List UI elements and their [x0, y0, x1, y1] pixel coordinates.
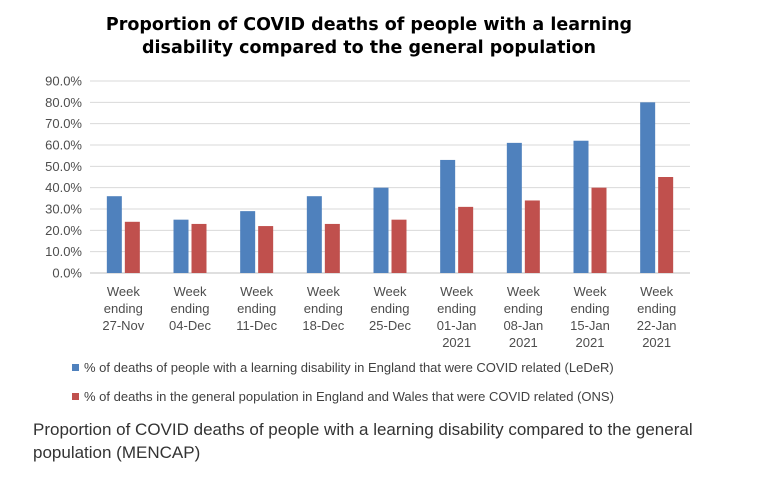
y-tick-label: 70.0% [45, 116, 82, 131]
bar-ons [658, 177, 674, 273]
bar-ledr [440, 159, 456, 273]
x-category-label-line: Week [440, 284, 473, 299]
bar-ons [191, 223, 207, 273]
x-category-label-line: 22-Jan [637, 318, 677, 333]
x-category-label-line: ending [637, 301, 676, 316]
x-category-label-line: 18-Dec [302, 318, 344, 333]
x-category-label-line: Week [240, 284, 273, 299]
x-category-label-line: Week [507, 284, 540, 299]
bar-ons [258, 226, 274, 273]
x-category-label-line: 04-Dec [169, 318, 211, 333]
bar-ons [458, 206, 474, 273]
legend-label: % of deaths of people with a learning di… [84, 360, 614, 375]
y-tick-label: 0.0% [52, 266, 82, 281]
x-category-label-line: Week [174, 284, 207, 299]
bar-ledr [373, 187, 389, 273]
x-category-label-line: Week [307, 284, 340, 299]
x-category-label-line: 01-Jan [437, 318, 477, 333]
x-category-label-line: 15-Jan [570, 318, 610, 333]
y-tick-label: 50.0% [45, 159, 82, 174]
bar-ons [591, 187, 607, 273]
x-category-label-line: 2021 [442, 335, 471, 350]
legend-entry-ons: % of deaths in the general population in… [72, 389, 732, 404]
y-axis-ticks: 0.0% 10.0% 20.0% 30.0% 40.0% 50.0% 60.0% 70.0% 8… [45, 74, 82, 281]
x-category-label-line: 25-Dec [369, 318, 411, 333]
x-category-label: Week ending 27-Nov [102, 284, 144, 333]
x-category-label-line: Week [574, 284, 607, 299]
x-category-label: Week ending 11-Dec [236, 284, 277, 333]
legend-label: % of deaths in the general population in… [84, 389, 614, 404]
bar-ledr [506, 142, 522, 273]
legend-entry-ledr: % of deaths of people with a learning di… [72, 360, 732, 375]
x-category-label-line: Week [107, 284, 140, 299]
bar-ons [324, 223, 340, 273]
bar-ledr [173, 219, 189, 273]
x-category-label-line: ending [237, 301, 276, 316]
x-category-label: Week ending 01-Jan 2021 [437, 284, 477, 350]
x-category-label-line: ending [304, 301, 343, 316]
bar-ledr [573, 140, 589, 273]
x-axis-labels: Week ending 27-Nov Week ending 04-Dec Week endi… [102, 284, 676, 350]
x-category-label-line: ending [370, 301, 409, 316]
x-category-label: Week ending 18-Dec [302, 284, 344, 333]
y-tick-label: 30.0% [45, 202, 82, 217]
x-category-label-line: 2021 [509, 335, 538, 350]
y-tick-label: 10.0% [45, 244, 82, 259]
y-tick-label: 60.0% [45, 138, 82, 153]
x-category-label-line: 27-Nov [102, 318, 144, 333]
x-category-label-line: Week [374, 284, 407, 299]
x-category-label: Week ending 15-Jan 2021 [570, 284, 610, 350]
x-category-label-line: ending [504, 301, 543, 316]
figure-caption: Proportion of COVID deaths of people wit… [33, 420, 693, 462]
y-tick-label: 40.0% [45, 180, 82, 195]
y-tick-label: 20.0% [45, 223, 82, 238]
y-tick-label: 80.0% [45, 95, 82, 110]
x-category-label-line: 11-Dec [236, 318, 277, 333]
x-category-label-line: ending [104, 301, 143, 316]
bar-ledr [640, 102, 656, 273]
x-category-label-line: ending [570, 301, 609, 316]
x-category-label-line: 2021 [642, 335, 671, 350]
x-category-label-line: ending [170, 301, 209, 316]
x-category-label: Week ending 25-Dec [369, 284, 411, 333]
x-category-label-line: Week [640, 284, 673, 299]
bar-ledr [106, 196, 122, 273]
x-category-label: Week ending 08-Jan 2021 [503, 284, 543, 350]
x-category-label: Week ending 04-Dec [169, 284, 211, 333]
bar-ledr [306, 196, 322, 273]
bar-ons [124, 221, 140, 273]
gridlines [90, 80, 690, 274]
x-category-label-line: ending [437, 301, 476, 316]
legend-swatch [72, 393, 79, 400]
x-category-label-line: 2021 [576, 335, 605, 350]
bar-ledr [240, 211, 256, 273]
bar-ons [391, 219, 407, 273]
legend-swatch [72, 364, 79, 371]
bar-ons [524, 200, 540, 273]
chart-title: Proportion of COVID deaths of people wit… [105, 15, 633, 58]
y-tick-label: 90.0% [45, 74, 82, 89]
bar-chart: 0.0% 10.0% 20.0% 30.0% 40.0% 50.0% 60.0% 70.0% 8… [45, 74, 690, 350]
x-category-label: Week ending 22-Jan 2021 [637, 284, 677, 350]
x-category-label-line: 08-Jan [503, 318, 543, 333]
bars [106, 102, 674, 273]
